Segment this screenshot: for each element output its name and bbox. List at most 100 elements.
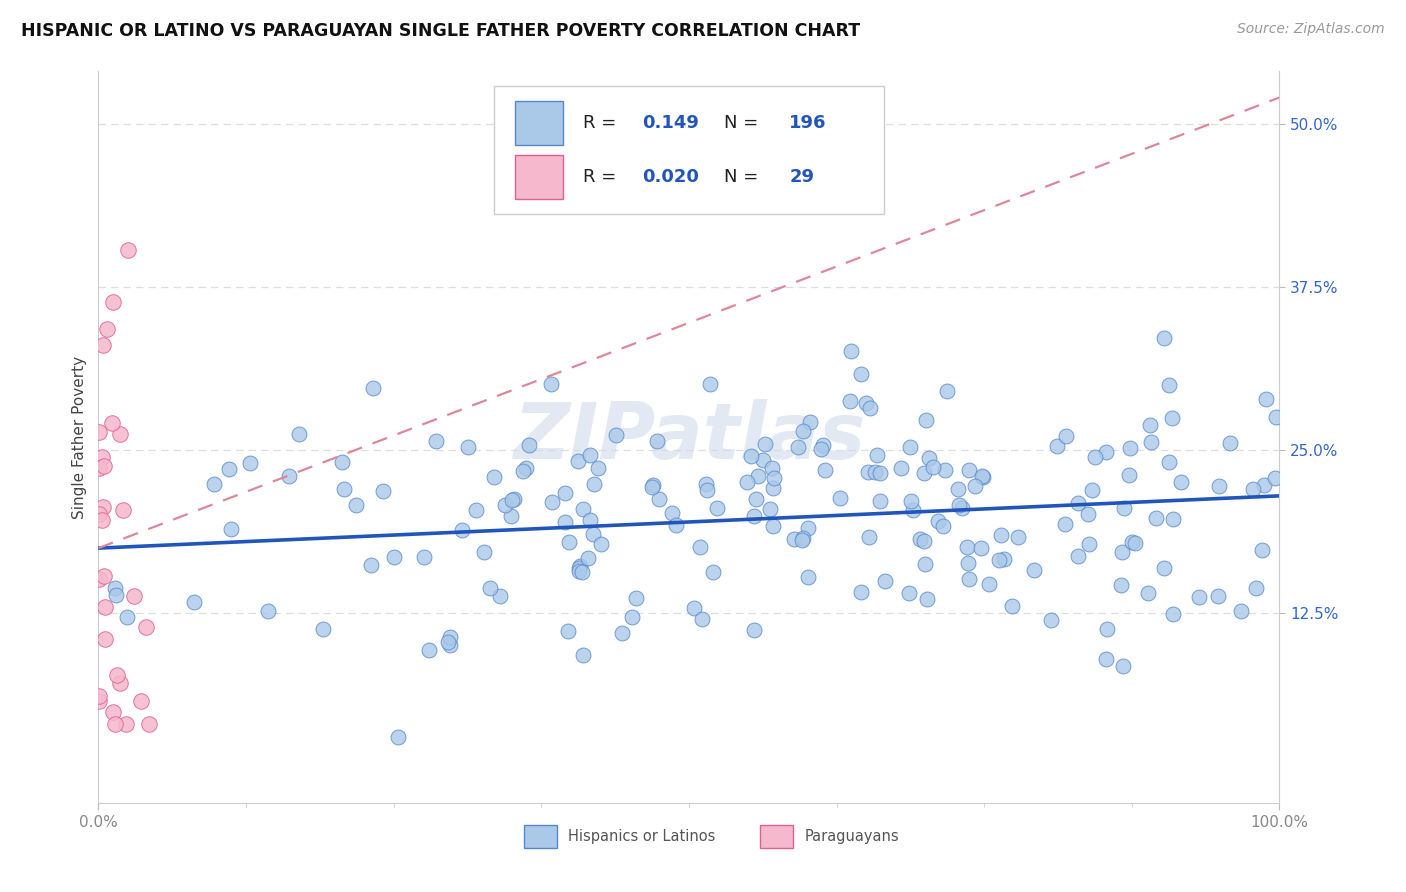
Point (783, 532, 806, 546)
Point (695, 476, 717, 491)
Point (948, 498, 970, 512)
Point (1161, 607, 1184, 621)
Point (1125, 536, 1147, 550)
Point (810, 442, 832, 456)
Point (115, 717, 138, 731)
Text: 196: 196 (789, 113, 827, 131)
Point (1206, 589, 1229, 603)
Point (89, 572, 111, 586)
Point (1187, 590, 1209, 604)
Point (202, 477, 225, 491)
Text: R =: R = (582, 113, 621, 131)
Point (797, 570, 820, 584)
Bar (516, 101, 562, 145)
Point (439, 630, 461, 644)
Point (515, 461, 537, 475)
Point (856, 465, 879, 479)
Point (699, 376, 721, 391)
Point (873, 574, 896, 588)
Point (1153, 561, 1175, 575)
Point (1170, 475, 1192, 489)
Point (932, 519, 955, 533)
Point (112, 503, 135, 517)
Point (1140, 434, 1163, 449)
Point (89, 425, 111, 440)
Point (863, 465, 886, 479)
Point (219, 522, 242, 536)
Point (138, 717, 160, 731)
Point (501, 493, 523, 508)
Point (333, 482, 356, 496)
Point (361, 381, 384, 395)
Point (648, 492, 671, 507)
Point (579, 513, 602, 527)
Point (830, 491, 852, 505)
Point (605, 428, 627, 442)
Point (849, 585, 872, 599)
Point (1264, 470, 1286, 484)
Point (582, 527, 605, 541)
Point (908, 532, 931, 546)
Point (567, 454, 589, 468)
Point (554, 486, 576, 500)
Point (1254, 392, 1277, 406)
Point (754, 436, 776, 450)
Point (851, 367, 873, 381)
Point (1022, 563, 1045, 577)
Point (1139, 417, 1161, 432)
Point (1095, 622, 1118, 636)
Point (582, 477, 605, 491)
Point (103, 717, 125, 731)
Point (1160, 411, 1182, 425)
Point (87, 461, 110, 475)
Point (413, 550, 436, 565)
Point (104, 581, 127, 595)
Point (436, 635, 458, 649)
Point (965, 479, 987, 493)
Text: 0.020: 0.020 (641, 169, 699, 186)
Point (494, 498, 516, 512)
Point (122, 590, 145, 604)
Point (912, 466, 935, 480)
Point (1253, 478, 1275, 492)
Point (371, 483, 394, 498)
Point (797, 521, 820, 535)
FancyBboxPatch shape (494, 86, 884, 214)
Text: R =: R = (582, 169, 621, 186)
Point (93, 458, 115, 473)
Point (1077, 507, 1099, 521)
Point (93, 500, 115, 515)
Point (1111, 545, 1133, 559)
Point (457, 440, 479, 454)
Bar (759, 825, 793, 848)
Point (482, 470, 505, 484)
Point (915, 591, 938, 606)
Point (641, 480, 664, 494)
Point (91, 337, 114, 351)
Point (912, 533, 935, 548)
Point (957, 463, 980, 477)
Point (1095, 445, 1118, 459)
Point (1264, 410, 1286, 425)
Point (747, 469, 769, 483)
Point (988, 553, 1011, 567)
Point (87, 694, 110, 708)
Point (93, 599, 115, 614)
Point (105, 668, 128, 682)
Point (108, 427, 131, 442)
Point (1001, 599, 1024, 614)
Point (665, 517, 688, 532)
Text: N =: N = (724, 113, 765, 131)
Point (735, 475, 758, 489)
Point (934, 463, 956, 477)
Bar (516, 155, 562, 199)
Point (898, 586, 921, 600)
Point (1095, 652, 1118, 666)
Point (946, 482, 969, 496)
Point (1118, 441, 1140, 455)
Point (87, 689, 110, 703)
Point (93, 569, 115, 583)
Point (540, 377, 562, 392)
Point (1039, 614, 1062, 628)
Point (742, 624, 765, 638)
